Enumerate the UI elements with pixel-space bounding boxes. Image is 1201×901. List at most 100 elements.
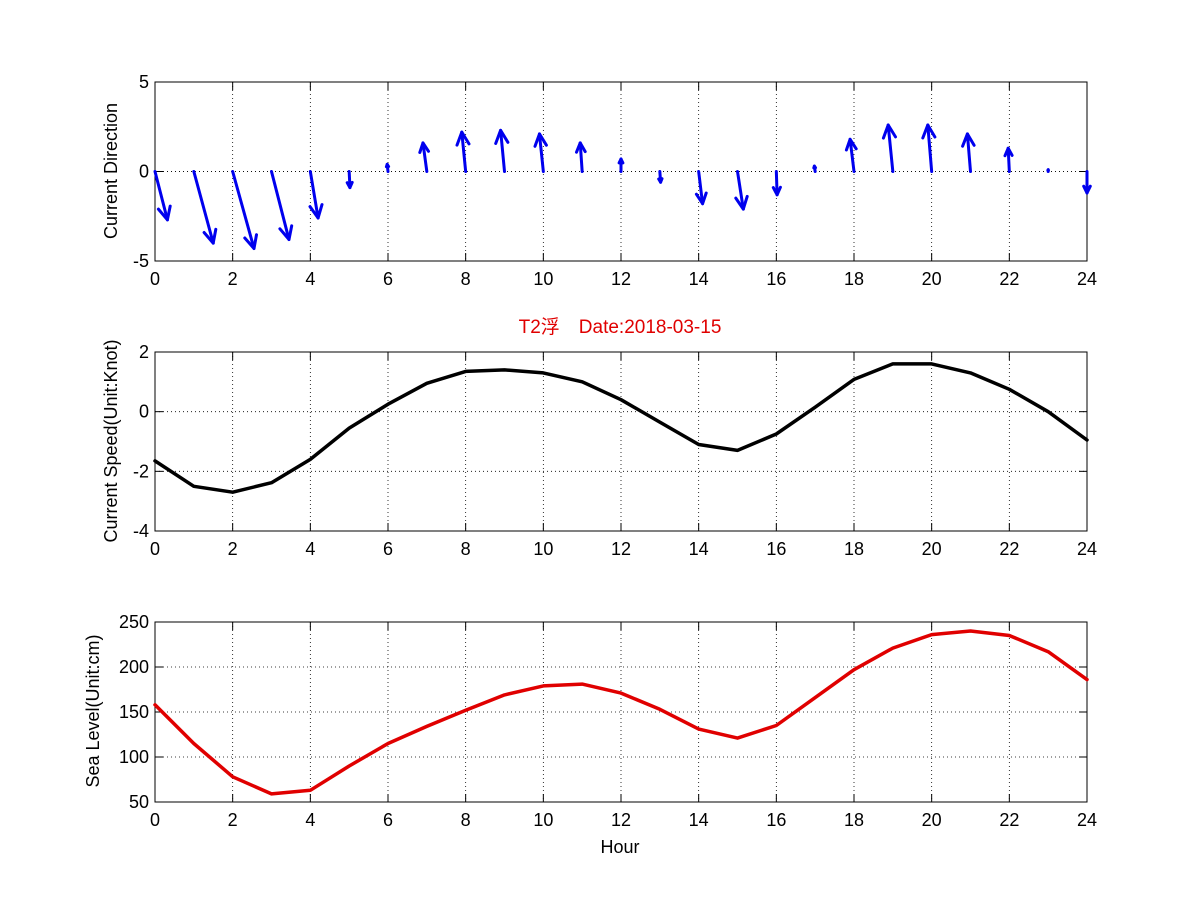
figure-title: T2浮 Date:2018-03-15 <box>519 316 722 338</box>
current-speed-xtick-label: 0 <box>150 539 160 559</box>
sea-level-ytick-label: 150 <box>119 702 149 722</box>
current-speed-xtick-label: 14 <box>689 539 709 559</box>
current-speed-xtick-label: 4 <box>305 539 315 559</box>
sea-level-ytick-label: 200 <box>119 657 149 677</box>
current-direction-arrow <box>812 164 817 173</box>
current-direction-arrow-head <box>1082 184 1092 195</box>
current-direction-arrow-shaft <box>1006 146 1011 173</box>
current-speed-xtick-label: 22 <box>999 539 1019 559</box>
current-speed-ticks: 0 2 4 6 8 10 12 14 16 18 20 22 24-4-202 <box>133 342 1097 559</box>
sea-level-ylabel: Sea Level(Unit:cm) <box>83 634 103 787</box>
current-direction-arrow-head <box>494 128 510 145</box>
current-speed-xtick-label: 6 <box>383 539 393 559</box>
current-direction-arrow-shaft <box>153 170 169 222</box>
current-direction-xtick-label: 6 <box>383 269 393 289</box>
current-direction-arrow <box>418 141 430 173</box>
sea-level-xtick-label: 18 <box>844 810 864 830</box>
current-direction-arrow <box>617 157 625 173</box>
current-direction-xtick-label: 10 <box>533 269 553 289</box>
current-direction-arrow-shaft <box>537 132 545 173</box>
current-direction-arrow-head <box>1003 146 1014 158</box>
current-direction-xtick-label: 12 <box>611 269 631 289</box>
current-direction-arrow-head <box>202 227 218 245</box>
current-direction-arrow-head <box>1046 168 1050 172</box>
current-direction-xtick-label: 22 <box>999 269 1019 289</box>
current-direction-arrow <box>192 170 218 245</box>
current-direction-vectors <box>153 123 1092 250</box>
current-direction-arrow <box>694 170 708 206</box>
sea-level-ytick-label: 100 <box>119 747 149 767</box>
sea-level-xtick-label: 14 <box>689 810 709 830</box>
current-direction-xtick-label: 0 <box>150 269 160 289</box>
current-direction-xtick-label: 8 <box>461 269 471 289</box>
current-direction-arrow <box>1046 168 1050 173</box>
current-direction-xtick-label: 20 <box>922 269 942 289</box>
current-direction-arrow-shaft <box>421 141 429 173</box>
sea-level-xtick-label: 20 <box>922 810 942 830</box>
current-direction-arrow-head <box>156 204 172 222</box>
current-speed-xtick-label: 18 <box>844 539 864 559</box>
current-direction-ytick-label: -5 <box>133 251 149 271</box>
current-direction-arrow <box>494 128 510 173</box>
current-direction-arrow <box>1003 146 1014 173</box>
current-speed-ytick-label: -4 <box>133 521 149 541</box>
current-direction-arrow-head <box>575 141 587 154</box>
current-speed-grid <box>155 352 1087 531</box>
current-direction-ylabel: Current Direction <box>101 103 121 239</box>
sea-level-ytick-label: 250 <box>119 612 149 632</box>
sea-level-xtick-label: 12 <box>611 810 631 830</box>
current-speed-ytick-label: -2 <box>133 461 149 481</box>
current-direction-ticks: 0 2 4 6 8 10 12 14 16 18 20 22 24-505 <box>133 72 1097 289</box>
current-speed-xtick-label: 16 <box>766 539 786 559</box>
current-direction-arrow-shaft <box>848 137 856 173</box>
current-direction-arrow-head <box>734 194 749 211</box>
current-direction-arrow-head <box>455 130 471 147</box>
current-direction-arrow-head <box>844 137 858 152</box>
sea-level-xtick-label: 24 <box>1077 810 1097 830</box>
current-direction-arrow-shaft <box>697 170 705 206</box>
current-direction-arrow <box>231 170 258 250</box>
current-speed-xtick-label: 10 <box>533 539 553 559</box>
current-direction-arrow-head <box>881 123 897 140</box>
sea-level-grid <box>155 622 1087 802</box>
current-direction-xtick-label: 18 <box>844 269 864 289</box>
current-direction-arrow-shaft <box>736 170 745 211</box>
sea-level-xtick-label: 22 <box>999 810 1019 830</box>
sea-level-series-line <box>153 629 1089 796</box>
current-direction-arrow <box>308 170 324 220</box>
current-speed-series-line <box>153 362 1089 494</box>
current-direction-arrow-shaft <box>460 130 468 173</box>
current-direction-arrow <box>771 170 782 197</box>
current-direction-arrow-head <box>384 162 391 169</box>
current-speed-ytick-label: 2 <box>139 342 149 362</box>
current-direction-arrow <box>345 170 354 190</box>
current-speed-panel: Current Speed(Unit:Knot) 0 2 4 6 8 10 12 14 16 18… <box>101 339 1097 559</box>
current-direction-arrow-head <box>812 164 817 170</box>
current-direction-arrow-shaft <box>231 170 256 250</box>
current-direction-arrow-shaft <box>499 128 506 173</box>
sea-level-xtick-label: 10 <box>533 810 553 830</box>
current-direction-arrow-head <box>243 233 258 250</box>
current-direction-arrow <box>881 123 897 173</box>
sea-level-xlabel: Hour <box>600 837 639 857</box>
current-direction-arrow <box>734 170 749 211</box>
sea-level-panel: Sea Level(Unit:cm) Hour 0 2 4 6 8 10 12 14 16 18 2… <box>83 612 1097 857</box>
current-direction-arrow-head <box>694 191 708 206</box>
current-speed-xtick-label: 2 <box>228 539 238 559</box>
current-speed-ylabel: Current Speed(Unit:Knot) <box>101 339 121 542</box>
current-direction-xtick-label: 14 <box>689 269 709 289</box>
current-direction-ytick-label: 5 <box>139 72 149 92</box>
current-speed-xtick-label: 12 <box>611 539 631 559</box>
current-direction-xtick-label: 16 <box>766 269 786 289</box>
current-speed-xtick-label: 8 <box>461 539 471 559</box>
sea-level-xtick-label: 2 <box>228 810 238 830</box>
current-direction-arrow-head <box>617 157 625 165</box>
current-direction-arrow-shaft <box>192 170 215 245</box>
current-direction-arrow-head <box>418 141 430 154</box>
current-direction-xtick-label: 24 <box>1077 269 1097 289</box>
current-direction-arrow-head <box>771 185 782 197</box>
current-direction-arrow <box>575 141 587 173</box>
current-speed-ytick-label: 0 <box>139 402 149 422</box>
current-direction-arrow <box>1082 170 1092 195</box>
